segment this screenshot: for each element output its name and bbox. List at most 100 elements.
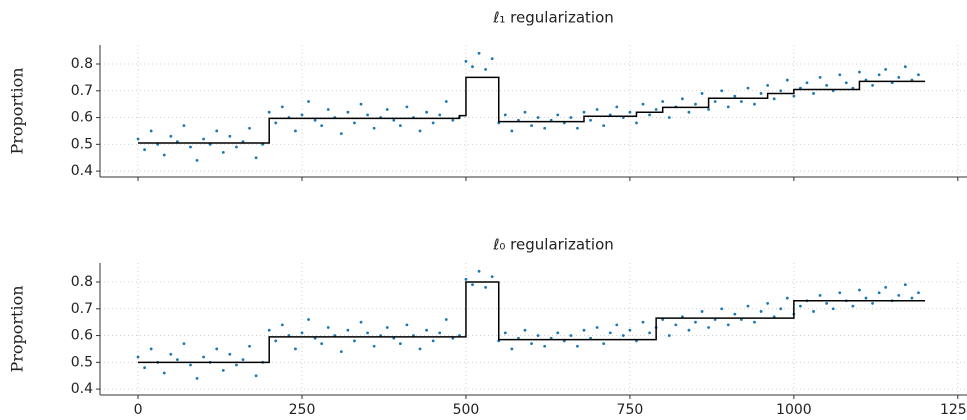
point	[359, 320, 363, 324]
point	[831, 307, 835, 311]
point	[792, 94, 796, 98]
point	[471, 65, 474, 69]
point	[300, 331, 304, 335]
point	[910, 296, 914, 300]
x-tick-label: 1250	[940, 402, 967, 418]
point	[267, 110, 271, 114]
point	[484, 67, 488, 71]
point	[569, 334, 573, 337]
point	[510, 347, 514, 351]
point	[582, 110, 586, 114]
point	[313, 118, 317, 122]
y-tick-label: 0.6	[71, 110, 93, 126]
point	[405, 105, 409, 109]
point	[726, 323, 730, 327]
point	[654, 108, 658, 111]
point	[149, 347, 153, 351]
point	[687, 328, 691, 332]
point	[818, 293, 822, 297]
point	[667, 116, 671, 119]
point	[779, 89, 783, 93]
point	[372, 126, 376, 130]
x-tick-label: 0	[134, 402, 143, 418]
point	[366, 331, 369, 335]
point	[746, 304, 750, 308]
point	[143, 148, 146, 152]
point	[136, 355, 140, 359]
point	[215, 347, 219, 351]
point	[621, 334, 625, 337]
point	[235, 363, 238, 367]
point	[884, 67, 888, 71]
point	[431, 339, 435, 343]
y-tick-label: 0.4	[71, 163, 93, 179]
point	[818, 75, 822, 79]
point	[576, 344, 579, 348]
point	[484, 285, 488, 289]
point	[903, 283, 907, 287]
point	[143, 366, 146, 370]
point	[274, 121, 278, 125]
point	[267, 328, 271, 332]
point	[713, 100, 717, 103]
point	[294, 129, 297, 133]
point	[366, 113, 369, 117]
point	[720, 89, 724, 93]
point	[398, 124, 402, 127]
point	[228, 352, 232, 356]
point	[556, 113, 560, 117]
point	[851, 304, 855, 308]
point	[353, 339, 356, 343]
point	[707, 108, 711, 111]
point	[385, 326, 389, 329]
point	[235, 145, 238, 149]
point	[805, 81, 809, 85]
point	[274, 339, 278, 343]
point	[418, 347, 422, 351]
point	[464, 59, 468, 63]
point	[687, 110, 691, 114]
point	[320, 342, 324, 345]
point	[785, 296, 789, 300]
point	[825, 302, 829, 305]
y-tick-label: 0.7	[71, 83, 93, 99]
chart-title: ℓ₁ regularization	[492, 9, 614, 27]
point	[864, 296, 868, 300]
point	[589, 118, 592, 122]
point	[595, 326, 599, 329]
point	[753, 102, 756, 106]
point	[582, 328, 586, 332]
point	[641, 320, 645, 324]
point	[175, 358, 179, 362]
point	[444, 318, 448, 321]
point	[405, 323, 409, 327]
point	[477, 269, 481, 273]
x-tick-label: 500	[453, 402, 480, 418]
point	[556, 331, 560, 335]
point	[766, 84, 770, 87]
point	[667, 334, 671, 337]
point	[228, 134, 232, 138]
point	[844, 81, 848, 85]
point	[418, 129, 422, 133]
point	[576, 126, 579, 130]
point	[772, 97, 776, 101]
point	[812, 92, 815, 95]
point	[425, 328, 429, 332]
point	[897, 293, 901, 297]
point	[543, 344, 547, 348]
point	[221, 150, 225, 154]
point	[785, 78, 789, 82]
point	[812, 310, 815, 313]
point	[169, 134, 173, 138]
point	[917, 291, 920, 295]
point	[720, 307, 724, 311]
point	[648, 331, 651, 335]
point	[490, 275, 494, 279]
point	[615, 105, 619, 109]
point	[726, 105, 730, 109]
point	[530, 342, 533, 345]
point	[838, 73, 842, 77]
point	[733, 312, 737, 316]
